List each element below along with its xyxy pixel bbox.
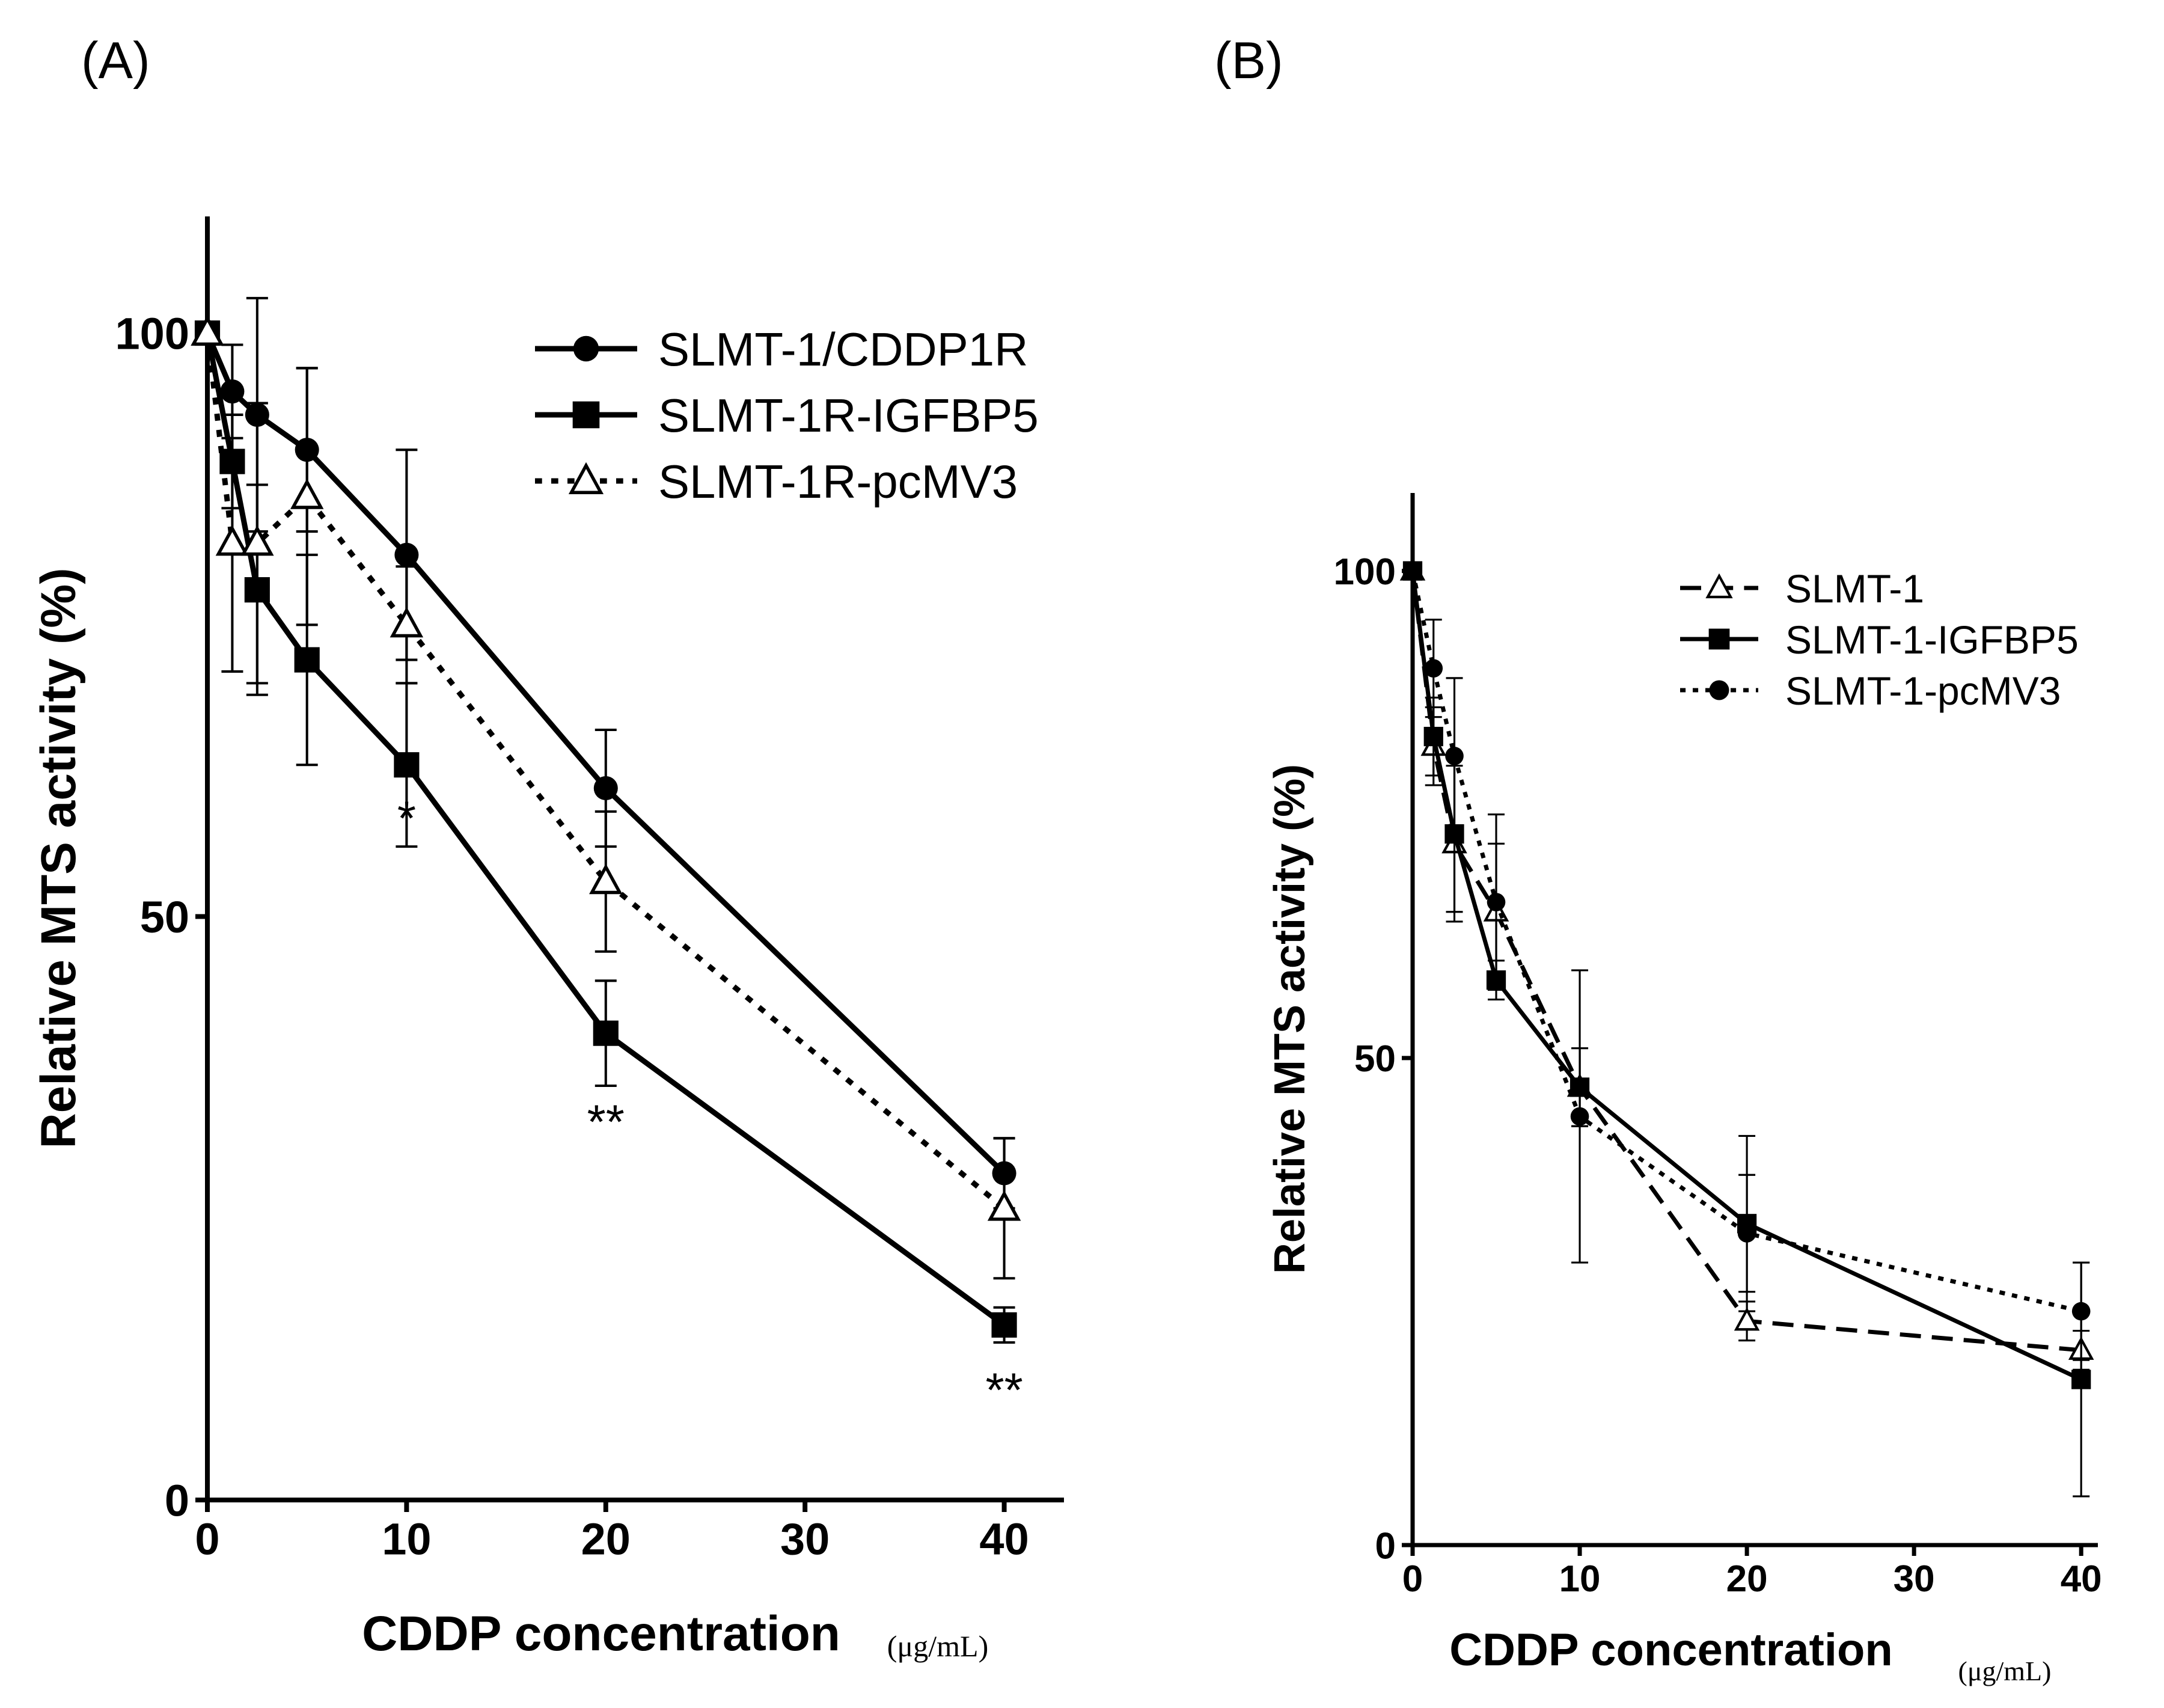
data-point bbox=[220, 379, 245, 404]
legend-label: SLMT-1 bbox=[1785, 566, 1924, 611]
data-point bbox=[987, 1190, 1021, 1221]
data-point bbox=[1487, 893, 1506, 911]
data-point bbox=[593, 776, 618, 801]
x-tick-label: 30 bbox=[1894, 1558, 1935, 1600]
data-point bbox=[1403, 562, 1422, 580]
x-tick-label: 40 bbox=[2061, 1558, 2102, 1600]
y-tick-label: 50 bbox=[1354, 1038, 1396, 1080]
data-point bbox=[240, 525, 274, 556]
legend-marker bbox=[1705, 573, 1733, 599]
y-tick-label: 100 bbox=[115, 309, 189, 359]
x-tick-label: 0 bbox=[1402, 1558, 1423, 1600]
data-point bbox=[2071, 1370, 2091, 1389]
legend-label: SLMT-1/CDDP1R bbox=[658, 323, 1028, 376]
data-point bbox=[1570, 1107, 1589, 1126]
chart-panel-b: 0 50 100 0 10 20 30 40 CDDP concentration (μg/mL)… bbox=[1266, 493, 2102, 1686]
legend-label: SLMT-1-IGFBP5 bbox=[1785, 617, 2079, 662]
legend-marker bbox=[568, 462, 604, 494]
data-point bbox=[390, 607, 424, 638]
data-point bbox=[991, 1312, 1017, 1338]
significance-mark: * bbox=[397, 792, 416, 845]
legend-marker bbox=[573, 335, 599, 362]
legend: SLMT-1 SLMT-1-IGFBP5 SLMT-1-pcMV3 bbox=[1680, 566, 2079, 713]
x-axis-title: CDDP concentration bbox=[1449, 1624, 1893, 1676]
y-tick-label: 0 bbox=[165, 1476, 189, 1526]
legend-marker bbox=[1709, 680, 1729, 700]
data-point bbox=[1737, 1224, 1756, 1243]
x-tick-label: 20 bbox=[581, 1514, 631, 1564]
data-point bbox=[294, 647, 320, 673]
x-axis-title: CDDP concentration bbox=[362, 1606, 840, 1661]
panel-label-a: (A) bbox=[81, 32, 150, 90]
x-tick-label: 20 bbox=[1726, 1558, 1768, 1600]
data-point bbox=[394, 542, 419, 567]
significance-mark: ** bbox=[587, 1095, 625, 1148]
y-axis-title: Relative MTS activity (%) bbox=[31, 568, 86, 1148]
y-tick-label: 0 bbox=[1375, 1525, 1396, 1567]
y-tick-label: 100 bbox=[1334, 551, 1396, 593]
x-axis-unit: (μg/mL) bbox=[887, 1629, 988, 1663]
data-point bbox=[589, 863, 623, 895]
legend-label: SLMT-1R-IGFBP5 bbox=[658, 389, 1039, 442]
data-point bbox=[394, 752, 420, 778]
x-tick-label: 10 bbox=[1559, 1558, 1601, 1600]
data-point bbox=[593, 1020, 619, 1046]
chart-panel-a: 0 50 100 0 10 20 30 40 CDDP concentration (μg/mL)… bbox=[31, 216, 1064, 1663]
data-point bbox=[2071, 1302, 2091, 1321]
x-tick-label: 40 bbox=[979, 1514, 1029, 1564]
data-point bbox=[1734, 1307, 1760, 1331]
series-slmt-1r-pcmv3 bbox=[191, 315, 1021, 1280]
legend: SLMT-1/CDDP1R SLMT-1R-IGFBP5 SLMT-1R-pcMV3 bbox=[535, 323, 1039, 508]
data-point bbox=[290, 478, 324, 509]
y-axis-title: Relative MTS activity (%) bbox=[1266, 764, 1314, 1274]
legend-marker bbox=[1708, 628, 1730, 650]
y-tick-label: 50 bbox=[140, 892, 189, 942]
legend-label: SLMT-1-pcMV3 bbox=[1785, 669, 2061, 713]
series-slmt-1-pcmv3 bbox=[1403, 562, 2091, 1361]
x-tick-label: 0 bbox=[195, 1514, 219, 1564]
data-point bbox=[1423, 726, 1443, 747]
data-point bbox=[215, 525, 249, 556]
x-tick-label: 10 bbox=[382, 1514, 431, 1564]
x-axis-unit: (μg/mL) bbox=[1958, 1656, 2052, 1686]
panel-label-b: (B) bbox=[1214, 32, 1283, 90]
legend-label: SLMT-1R-pcMV3 bbox=[658, 455, 1018, 508]
legend-marker bbox=[572, 401, 600, 429]
data-point bbox=[1445, 747, 1464, 765]
x-tick-label: 30 bbox=[780, 1514, 830, 1564]
data-point bbox=[1424, 659, 1443, 678]
significance-mark: ** bbox=[985, 1364, 1022, 1417]
data-point bbox=[191, 315, 224, 346]
